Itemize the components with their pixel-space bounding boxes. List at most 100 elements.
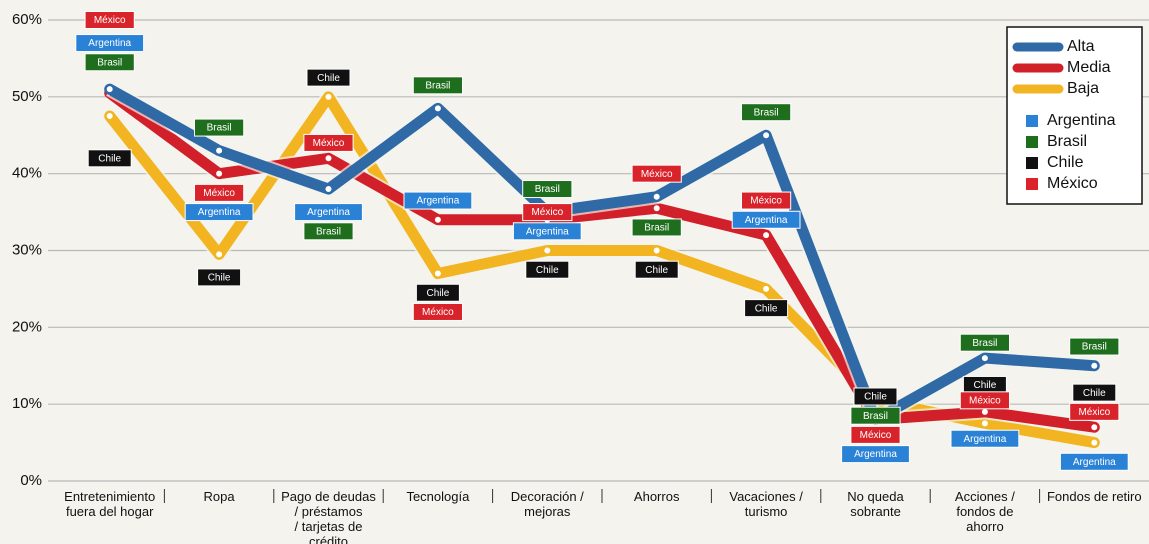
country-tag <box>415 283 460 302</box>
y-tick-label: 40% <box>12 165 42 182</box>
y-tick-label: 50% <box>12 88 42 105</box>
country-tag <box>84 11 135 29</box>
country-tag <box>184 203 254 222</box>
country-tag-label: Chile <box>1083 388 1106 399</box>
point <box>651 203 662 214</box>
country-tag-label: Chile <box>864 392 887 403</box>
country-tag-label: Brasil <box>425 80 450 91</box>
country-tag-label: Chile <box>536 265 559 276</box>
x-tick-label: Ahorros <box>634 489 680 504</box>
country-tag-label: Argentina <box>745 215 788 226</box>
point <box>761 130 772 141</box>
country-tag-label: Brasil <box>316 226 341 237</box>
point <box>651 245 662 256</box>
country-tag <box>959 391 1010 410</box>
country-tag-label: Chile <box>98 153 121 164</box>
country-tag-label: Brasil <box>207 123 232 134</box>
country-tag-label: Brasil <box>1082 342 1107 353</box>
legend-swatch <box>1026 178 1038 190</box>
y-tick-label: 60% <box>12 11 42 28</box>
y-tick-label: 30% <box>12 241 42 258</box>
country-tag-label: Brasil <box>644 223 669 234</box>
point <box>323 153 334 164</box>
point <box>761 283 772 294</box>
legend-label: Argentina <box>1047 112 1116 129</box>
point <box>979 353 990 364</box>
country-tag-label: Brasil <box>535 184 560 195</box>
legend-label: Brasil <box>1047 133 1087 150</box>
x-tick-label: Fondos de retiro <box>1047 489 1142 504</box>
point <box>1089 360 1100 371</box>
country-tag-label: Chile <box>208 273 231 284</box>
x-tick-label: Entretenimiento fuera del hogar <box>64 489 155 519</box>
country-tag <box>194 118 245 137</box>
x-tick-label: Decoración / mejoras <box>511 489 584 519</box>
country-tag-label: Chile <box>645 265 668 276</box>
point <box>214 168 225 179</box>
country-tag <box>744 299 789 318</box>
country-tag-label: Argentina <box>963 434 1006 445</box>
legend-label: México <box>1047 175 1098 192</box>
country-tag-label: México <box>203 188 235 199</box>
point <box>432 214 443 225</box>
country-tag <box>306 68 351 87</box>
point <box>979 418 990 429</box>
country-tag-label: México <box>641 169 673 180</box>
country-tag-label: México <box>1078 407 1110 418</box>
y-tick-label: 0% <box>20 472 42 489</box>
country-tag-label: México <box>313 138 345 149</box>
country-tag-label: México <box>860 430 892 441</box>
legend-swatch <box>1026 115 1038 127</box>
country-tag <box>741 191 792 210</box>
country-tag <box>197 268 242 287</box>
country-tag <box>731 210 801 229</box>
country-tag-label: Argentina <box>416 196 459 207</box>
country-tag-label: Argentina <box>1073 457 1116 468</box>
country-tag <box>959 333 1010 352</box>
country-tag-label: México <box>422 307 454 318</box>
country-tag-label: Brasil <box>97 57 122 68</box>
country-tag <box>294 203 363 222</box>
country-tag <box>84 53 135 72</box>
point <box>1089 437 1100 448</box>
country-tag <box>631 218 682 237</box>
country-tag-label: Chile <box>755 303 778 314</box>
point <box>542 245 553 256</box>
country-tag-label: Argentina <box>854 449 897 460</box>
country-tag <box>741 103 792 122</box>
country-tag-label: Chile <box>427 288 450 299</box>
point <box>1089 422 1100 433</box>
country-tag <box>853 387 898 406</box>
country-tag <box>512 222 582 241</box>
x-tick-label: Acciones / fondos de ahorro <box>955 489 1015 534</box>
country-tag <box>1069 337 1120 356</box>
country-tag-label: Argentina <box>307 207 350 218</box>
country-tag-label: México <box>750 196 782 207</box>
point <box>214 145 225 156</box>
country-tag-label: México <box>94 15 126 26</box>
country-tag <box>194 183 245 202</box>
point <box>323 91 334 102</box>
legend-label: Baja <box>1067 80 1099 97</box>
country-tag-label: México <box>969 395 1001 406</box>
x-tick-label: No queda sobrante <box>847 489 904 519</box>
country-tag-label: Brasil <box>863 411 888 422</box>
legend-swatch <box>1026 136 1038 148</box>
country-tag <box>412 76 463 95</box>
country-tag-label: Argentina <box>198 207 241 218</box>
country-tag <box>850 406 901 425</box>
country-tag-label: Brasil <box>754 107 779 118</box>
country-tag <box>950 429 1020 448</box>
country-tag <box>850 425 901 444</box>
country-tag <box>412 302 463 321</box>
country-tag-label: Chile <box>317 73 340 84</box>
country-tag-label: Argentina <box>88 38 131 49</box>
point <box>104 111 115 122</box>
legend-label: Alta <box>1067 38 1095 55</box>
country-tag <box>87 149 132 168</box>
x-tick-label: Pago de deudas / préstamos / tarjetas de cr… <box>281 489 376 544</box>
legend-swatch <box>1026 157 1038 169</box>
country-tag <box>841 445 910 464</box>
country-tag <box>303 222 354 241</box>
